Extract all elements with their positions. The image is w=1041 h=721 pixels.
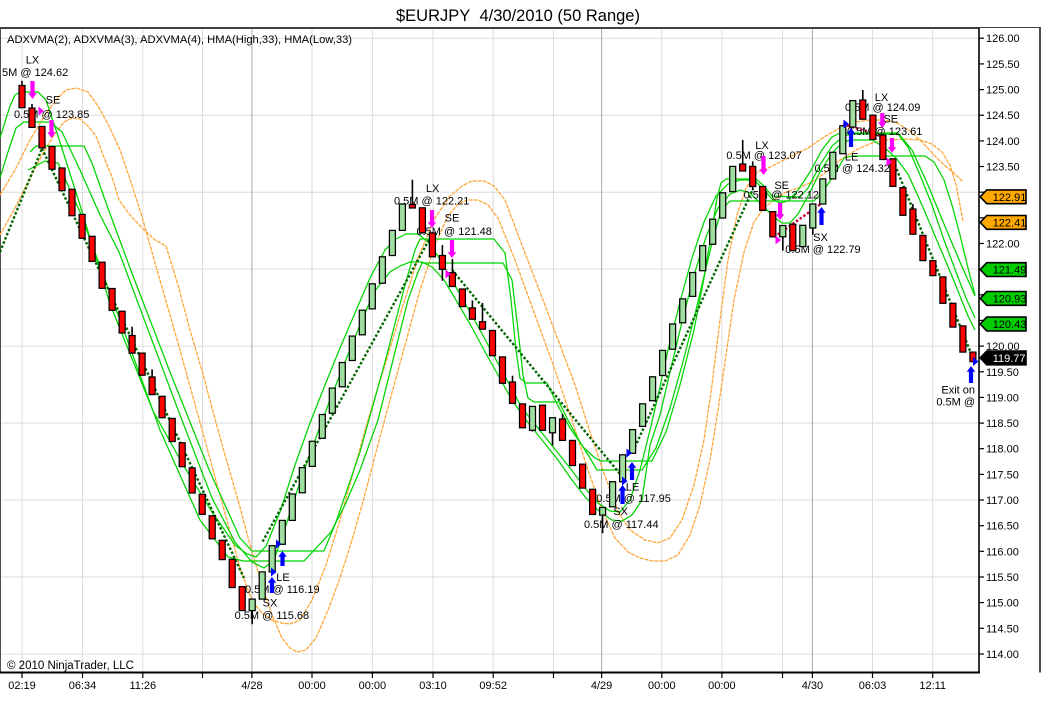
svg-text:SX: SX	[263, 598, 278, 610]
svg-text:122.91: 122.91	[993, 192, 1027, 204]
svg-text:4/29: 4/29	[591, 680, 612, 692]
svg-text:0.5M @ 116.19: 0.5M @ 116.19	[245, 584, 320, 596]
svg-text:119.00: 119.00	[986, 392, 1019, 404]
svg-text:0.5M @ 122.12: 0.5M @ 122.12	[744, 190, 819, 202]
svg-text:SE: SE	[883, 113, 898, 125]
svg-text:SX: SX	[613, 506, 628, 518]
svg-text:00:00: 00:00	[359, 680, 387, 692]
svg-text:122.41: 122.41	[993, 217, 1027, 229]
svg-text:118.50: 118.50	[986, 418, 1019, 430]
svg-text:114.50: 114.50	[986, 623, 1019, 635]
svg-text:124.00: 124.00	[986, 136, 1020, 148]
svg-text:0.5M @ 123.61: 0.5M @ 123.61	[847, 126, 922, 138]
svg-text:118.00: 118.00	[986, 444, 1019, 456]
svg-text:125.00: 125.00	[986, 85, 1020, 97]
svg-text:0.5M @: 0.5M @	[936, 397, 975, 409]
svg-text:00:00: 00:00	[708, 680, 736, 692]
svg-text:LX: LX	[426, 183, 440, 195]
svg-text:0.5M @ 124.32: 0.5M @ 124.32	[815, 163, 890, 175]
svg-text:LE: LE	[845, 151, 858, 163]
svg-text:$EURJPY 4/30/2010 (50 Range): $EURJPY 4/30/2010 (50 Range)	[396, 7, 640, 25]
svg-text:119.77: 119.77	[993, 353, 1026, 365]
svg-text:0.5M @ 122.79: 0.5M @ 122.79	[785, 244, 860, 256]
svg-text:Exit on: Exit on	[941, 385, 975, 397]
svg-text:06:03: 06:03	[859, 680, 887, 692]
svg-text:LE: LE	[626, 482, 639, 494]
svg-text:116.50: 116.50	[986, 521, 1019, 533]
svg-text:ADXVMA(2), ADXVMA(3), ADXVMA(4: ADXVMA(2), ADXVMA(3), ADXVMA(4), HMA(Hig…	[7, 34, 352, 46]
svg-text:117.50: 117.50	[986, 469, 1019, 481]
svg-text:SE: SE	[774, 180, 789, 192]
svg-text:120.00: 120.00	[986, 341, 1020, 353]
svg-text:114.00: 114.00	[986, 649, 1019, 661]
svg-text:120.93: 120.93	[993, 293, 1027, 305]
svg-text:03:10: 03:10	[419, 680, 447, 692]
svg-text:121.49: 121.49	[993, 265, 1027, 277]
svg-text:LX: LX	[755, 140, 769, 152]
svg-text:00:00: 00:00	[648, 680, 676, 692]
svg-text:124.50: 124.50	[986, 110, 1020, 122]
svg-text:0.5M @ 115.68: 0.5M @ 115.68	[235, 610, 310, 622]
svg-text:00:00: 00:00	[298, 680, 326, 692]
svg-text:LE: LE	[276, 572, 289, 584]
svg-text:09:52: 09:52	[479, 680, 507, 692]
svg-text:122.00: 122.00	[986, 239, 1020, 251]
svg-text:06:34: 06:34	[69, 680, 97, 692]
svg-text:11:26: 11:26	[129, 680, 156, 692]
svg-text:126.00: 126.00	[986, 33, 1020, 45]
svg-text:© 2010 NinjaTrader, LLC: © 2010 NinjaTrader, LLC	[7, 660, 134, 672]
svg-text:12:11: 12:11	[919, 680, 946, 692]
svg-text:4/30: 4/30	[802, 680, 823, 692]
svg-text:0.5M @ 123.85: 0.5M @ 123.85	[14, 109, 89, 121]
svg-text:02:19: 02:19	[8, 680, 36, 692]
svg-text:0.5M @ 117.44: 0.5M @ 117.44	[584, 519, 659, 531]
svg-text:116.00: 116.00	[986, 546, 1019, 558]
svg-text:4/28: 4/28	[241, 680, 262, 692]
svg-text:0.5M @ 121.48: 0.5M @ 121.48	[417, 226, 492, 238]
svg-text:LX: LX	[875, 92, 889, 104]
svg-text:SX: SX	[813, 232, 828, 244]
svg-text:0.5M @ 117.95: 0.5M @ 117.95	[596, 493, 671, 505]
svg-text:119.50: 119.50	[986, 367, 1019, 379]
svg-text:125.50: 125.50	[986, 59, 1020, 71]
svg-text:5M @ 124.62: 5M @ 124.62	[2, 67, 68, 79]
svg-text:123.50: 123.50	[986, 162, 1020, 174]
svg-text:SE: SE	[46, 95, 61, 107]
svg-text:117.00: 117.00	[986, 495, 1019, 507]
svg-text:115.00: 115.00	[986, 598, 1019, 610]
svg-text:120.43: 120.43	[993, 319, 1027, 331]
svg-text:LX: LX	[26, 55, 40, 67]
svg-text:SE: SE	[445, 213, 460, 225]
svg-text:115.50: 115.50	[986, 572, 1019, 584]
